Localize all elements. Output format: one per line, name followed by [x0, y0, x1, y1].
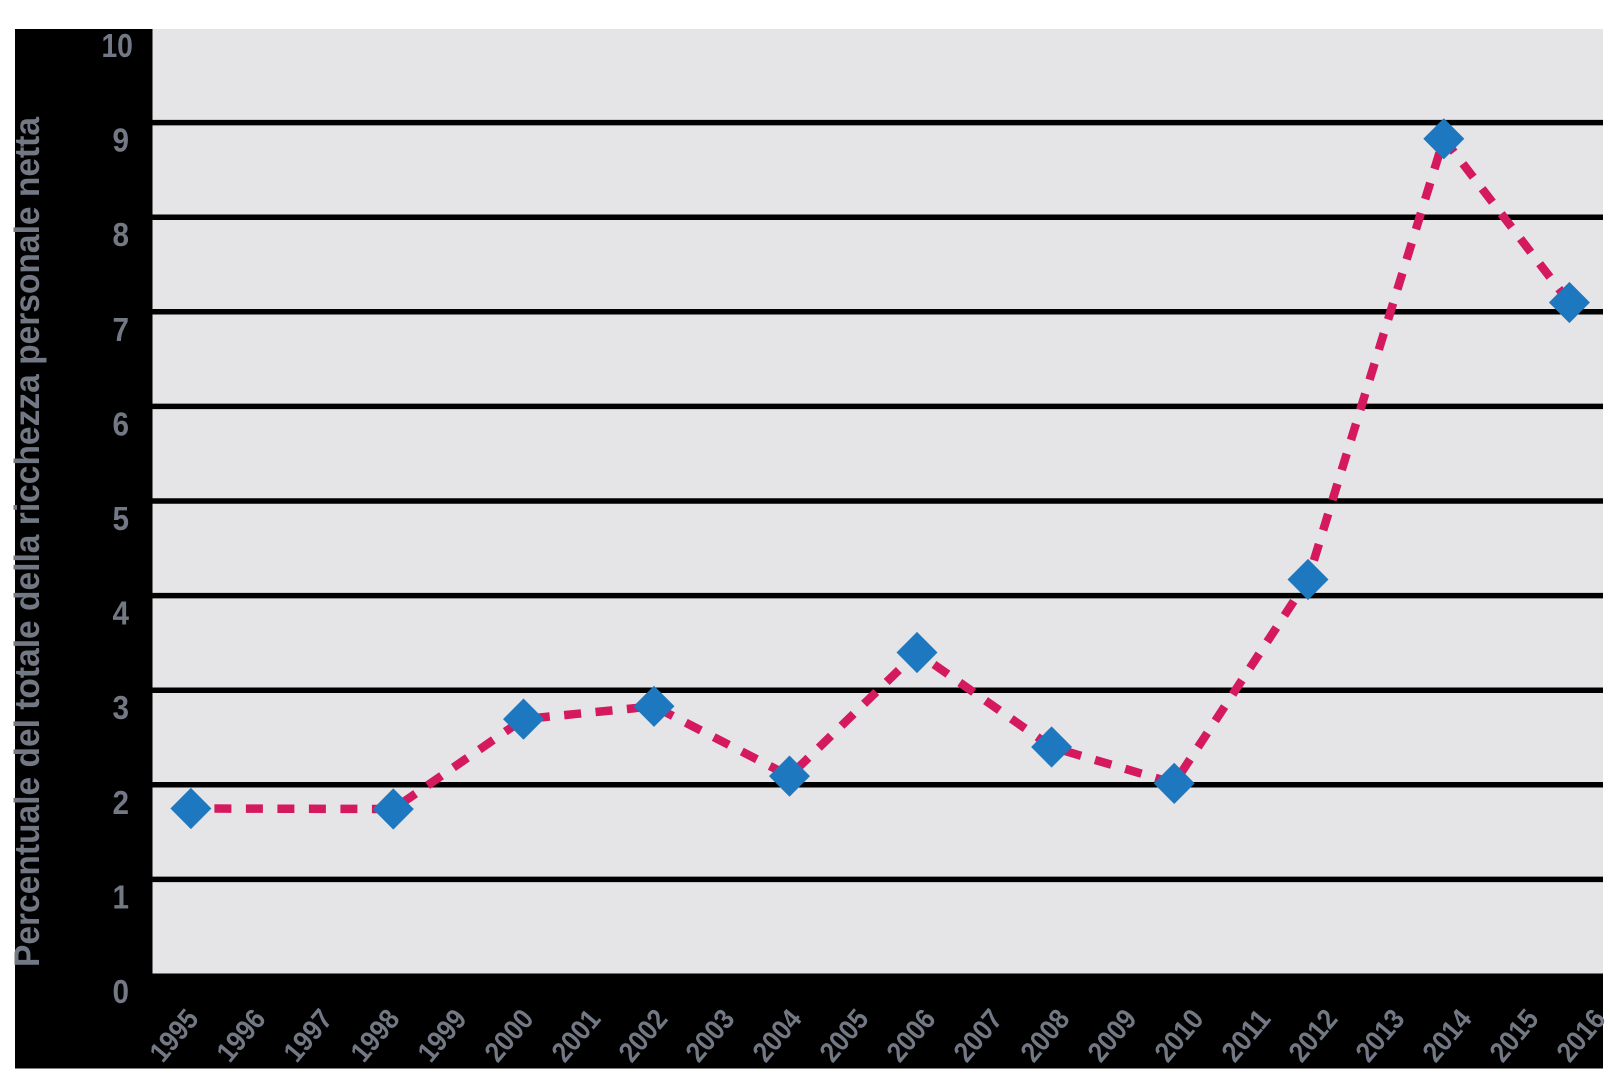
- svg-text:4: 4: [113, 595, 130, 632]
- svg-text:3: 3: [113, 689, 130, 726]
- svg-text:7: 7: [113, 311, 130, 348]
- svg-text:0: 0: [113, 973, 130, 1010]
- svg-text:6: 6: [113, 405, 130, 442]
- svg-text:2: 2: [113, 784, 130, 821]
- svg-text:9: 9: [113, 122, 130, 159]
- svg-text:8: 8: [113, 216, 130, 253]
- svg-text:10: 10: [101, 27, 133, 64]
- svg-text:Percentuale del totale della r: Percentuale del totale della ricchezza p…: [8, 116, 47, 967]
- svg-text:1: 1: [113, 878, 130, 915]
- svg-text:5: 5: [113, 500, 130, 537]
